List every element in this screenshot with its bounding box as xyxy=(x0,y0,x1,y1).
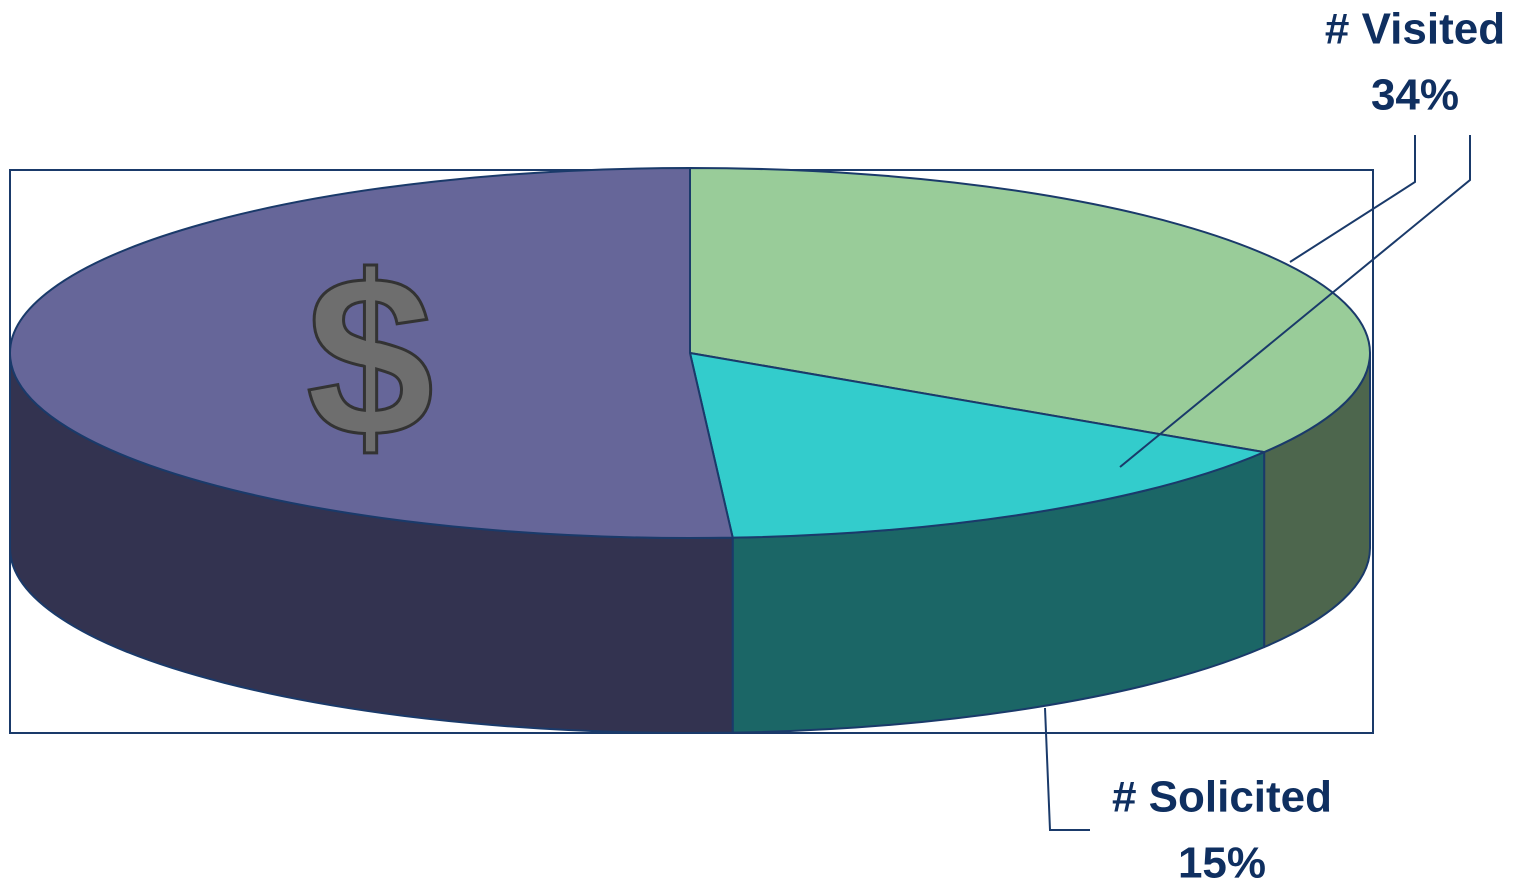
slice-label: # Solicited xyxy=(1112,773,1332,822)
value-label: 34% xyxy=(1371,71,1459,120)
chart: $ # Visited 34% # Solicited 15% xyxy=(0,0,1537,887)
pie xyxy=(10,168,1370,733)
dollar-icon: $ xyxy=(306,228,434,485)
leader-line xyxy=(1045,708,1090,830)
page: {"chart_data": {"type": "pie3d", "catego… xyxy=(0,0,1537,887)
leader-line xyxy=(1290,135,1415,262)
value-label: 15% xyxy=(1178,839,1266,887)
slice-label: # Visited xyxy=(1325,5,1505,54)
